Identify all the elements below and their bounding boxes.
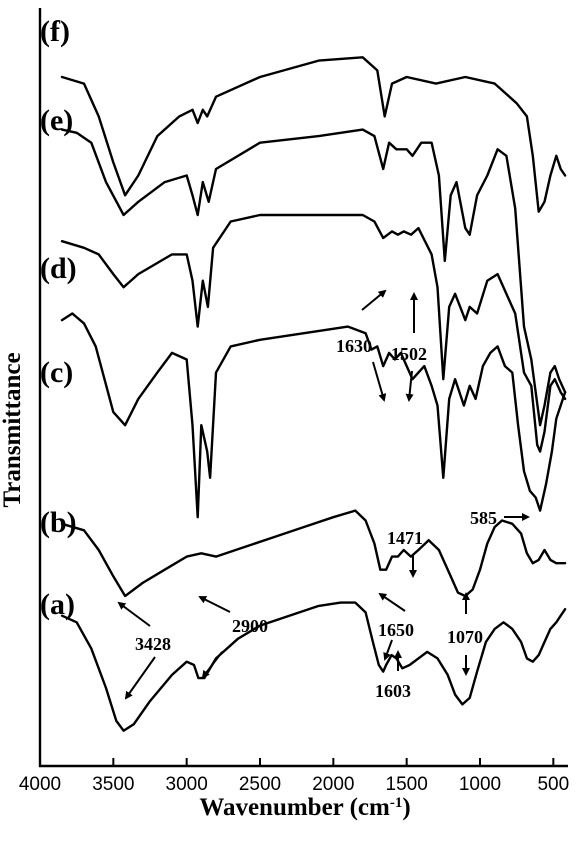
spectrum-d bbox=[60, 213, 567, 453]
series-label-c: (c) bbox=[40, 356, 73, 389]
x-tick-label: 1500 bbox=[386, 774, 428, 795]
annotation-arrow-3428 bbox=[117, 601, 151, 627]
annotation-arrow-3428 bbox=[124, 656, 156, 700]
spectrum-e bbox=[60, 128, 567, 427]
x-tick-label: 3000 bbox=[166, 774, 208, 795]
annotation-1502: 1502 bbox=[391, 344, 427, 364]
x-tick-label: 500 bbox=[537, 774, 569, 795]
axes-frame bbox=[38, 8, 568, 768]
annotation-585: 585 bbox=[470, 508, 497, 528]
annotation-arrow-1650 bbox=[378, 592, 406, 612]
x-tick-label: 1000 bbox=[459, 774, 501, 795]
annotation-1603: 1603 bbox=[375, 681, 411, 701]
y-axis-title: Transmittance bbox=[0, 352, 26, 507]
series-label-e: (e) bbox=[40, 104, 73, 137]
annotation-arrow-1630 bbox=[372, 361, 387, 402]
annotation-arrow-2900 bbox=[201, 651, 223, 679]
annotation-arrow-1502 bbox=[405, 370, 414, 402]
spectrum-a bbox=[60, 601, 567, 732]
annotation-3428: 3428 bbox=[135, 634, 171, 654]
annotation-1471: 1471 bbox=[387, 528, 423, 548]
x-axis-title: Wavenumber (cm-1) bbox=[199, 794, 410, 821]
series-label-d: (d) bbox=[40, 252, 77, 285]
peak-annotations: 3428 2900 1650 1603 1070 1471 1630 1502 585 bbox=[117, 289, 530, 701]
series-labels: (f) (e) (d) (c) (b) (a) bbox=[40, 15, 77, 621]
axes: 4000 3500 3000 2500 2000 1500 1000 500 Wavenumbe… bbox=[0, 8, 569, 821]
x-tick-label: 3500 bbox=[92, 774, 134, 795]
spectrum-c bbox=[60, 312, 567, 519]
annotation-arrow-2900 bbox=[198, 596, 231, 613]
series-label-b: (b) bbox=[40, 506, 77, 539]
annotation-arrow-1630 bbox=[361, 289, 387, 311]
annotation-1070: 1070 bbox=[447, 627, 483, 647]
spectrum-f bbox=[60, 56, 567, 213]
spectra-curves bbox=[60, 56, 567, 732]
x-tick-label: 2000 bbox=[312, 774, 354, 795]
annotation-2900: 2900 bbox=[232, 616, 268, 636]
series-label-a: (a) bbox=[40, 588, 75, 621]
annotation-1630: 1630 bbox=[336, 336, 372, 356]
annotation-arrow-1650 bbox=[383, 639, 393, 661]
x-tick-label: 4000 bbox=[19, 774, 61, 795]
x-tick-label: 2500 bbox=[239, 774, 281, 795]
spectrum-b bbox=[60, 509, 567, 598]
annotation-1650: 1650 bbox=[378, 620, 414, 640]
series-label-f: (f) bbox=[40, 15, 70, 48]
